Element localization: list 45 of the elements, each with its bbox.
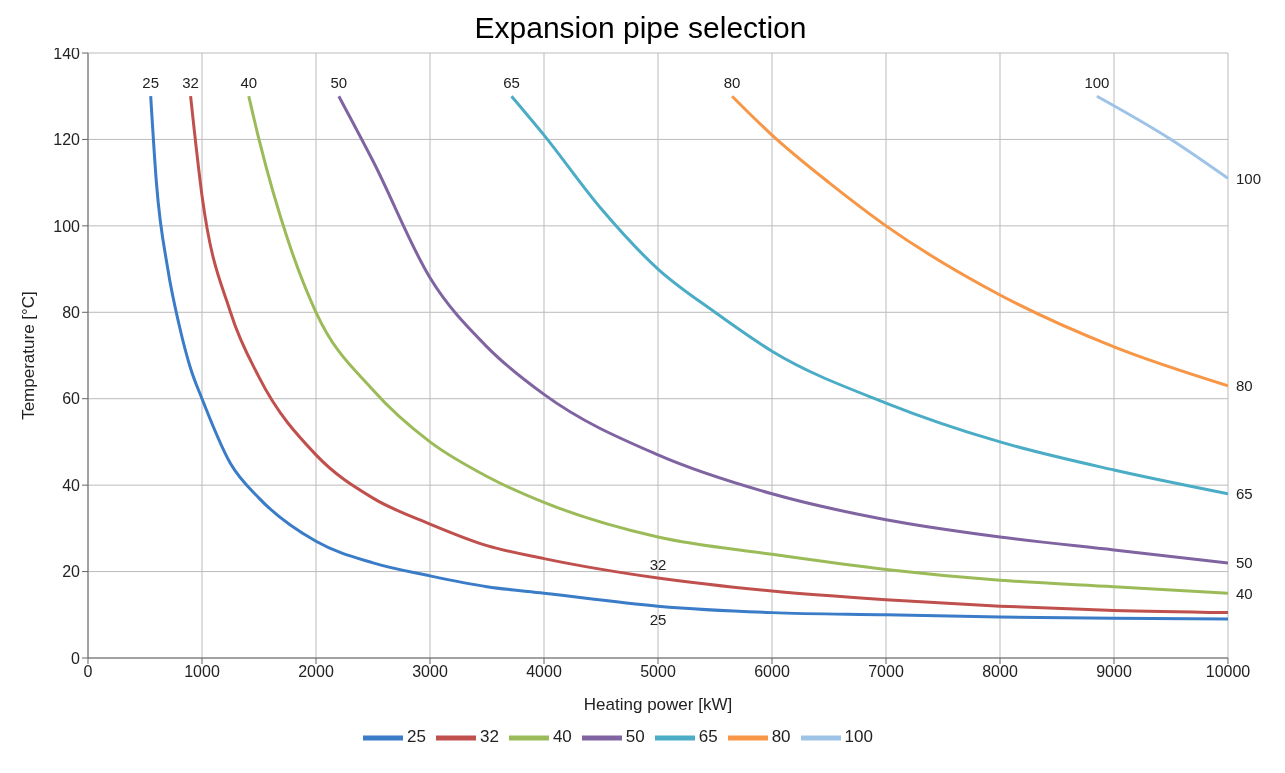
annotation: 32 [649,556,667,574]
y-axis-title: Temperature [°C] [19,291,39,420]
legend-label: 40 [552,727,572,747]
annotation: 40 [240,74,258,92]
y-tick-label: 40 [62,476,81,494]
y-tick-label: 140 [53,44,81,62]
x-tick-label: 1000 [184,663,220,681]
x-tick-label: 5000 [640,663,676,681]
legend-label: 65 [698,727,718,747]
x-tick-label: 4000 [526,663,562,681]
legend-label: 100 [844,727,873,747]
annotation: 25 [142,74,160,92]
annotation: 50 [330,74,348,92]
line-series [730,94,1228,388]
annotation: 65 [1236,485,1253,503]
annotation: 50 [1236,554,1253,572]
annotation: 25 [649,610,667,628]
x-tick-label: 8000 [982,663,1018,681]
x-tick-label: 6000 [754,663,790,681]
annotation: 80 [1236,377,1253,395]
y-tick-label: 120 [53,131,81,149]
x-axis-title: Heating power [kW] [583,695,733,714]
annotation: 80 [723,74,741,92]
annotation: 100 [1236,169,1262,187]
chart-title: Expansion pipe selection [474,11,807,44]
x-tick-label: 9000 [1096,663,1132,681]
y-tick-label: 20 [62,563,81,581]
annotation: 40 [1236,584,1253,602]
legend-label: 32 [479,727,499,747]
legend-label: 50 [625,727,645,747]
legend-label: 80 [771,727,791,747]
x-tick-label: 2000 [298,663,334,681]
x-tick-label: 7000 [868,663,904,681]
annotation: 100 [1084,74,1110,92]
y-tick-label: 60 [62,390,81,408]
y-tick-label: 80 [62,303,81,321]
annotation: 65 [503,74,520,92]
legend-label: 25 [407,727,426,747]
x-tick-label: 3000 [412,663,448,681]
x-tick-label: 10000 [1205,663,1251,681]
line-series [510,94,1228,496]
y-tick-label: 100 [53,217,81,235]
y-tick-label: 0 [71,649,81,667]
annotation: 32 [182,74,199,92]
x-tick-label: 0 [83,663,93,681]
